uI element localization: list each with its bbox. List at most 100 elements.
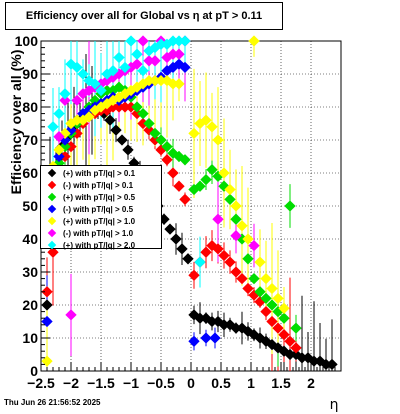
x-tick-label: 1 — [247, 375, 255, 391]
legend-item: (+) with pT/|q| > 2.0 — [41, 239, 161, 251]
data-point — [248, 272, 260, 285]
data-point — [272, 322, 284, 334]
data-point — [260, 272, 272, 285]
data-point — [131, 48, 143, 60]
data-point — [113, 51, 125, 64]
data-point — [167, 167, 179, 179]
data-point — [200, 332, 212, 344]
data-point — [284, 200, 296, 212]
legend-marker-icon — [41, 240, 63, 250]
data-point — [284, 348, 296, 361]
x-tick-label: −2 — [63, 375, 79, 391]
data-point — [161, 154, 173, 166]
data-point — [155, 134, 167, 146]
x-tick-label: −2.5 — [27, 375, 55, 391]
legend-item: (-) with pT/|q| > 0.1 — [41, 179, 161, 191]
data-point — [41, 286, 53, 298]
axis-layer: −2.5 −2 −1.5 −1 −0.5 0 0.5 1 1.5 2010203040506070… — [15, 33, 342, 391]
y-tick-label: 20 — [22, 297, 38, 313]
x-tick-label: −1.5 — [87, 375, 115, 391]
data-point — [224, 193, 236, 206]
x-tick-label: −0.5 — [147, 375, 175, 391]
x-tick-label: 2 — [307, 375, 315, 391]
legend-label: (+) with pT/|q| > 2.0 — [63, 240, 136, 250]
data-point — [188, 127, 200, 140]
data-point — [188, 335, 200, 347]
data-point — [179, 35, 191, 47]
timestamp: Thu Jun 26 21:56:52 2025 — [4, 398, 101, 407]
data-point — [272, 292, 284, 305]
data-point — [224, 183, 236, 196]
data-point — [209, 332, 221, 344]
x-axis-label: η — [330, 397, 339, 413]
legend-label: (-) with pT/|q| > 1.0 — [63, 228, 134, 238]
data-point — [53, 131, 65, 143]
y-axis-label: Efficiency over all (%) — [8, 50, 24, 195]
y-tick-label: 60 — [22, 165, 38, 181]
data-point — [161, 140, 173, 153]
data-point — [47, 121, 59, 133]
data-point — [230, 266, 242, 278]
data-point — [149, 134, 161, 146]
data-point — [296, 352, 308, 364]
data-point — [53, 107, 65, 120]
data-point — [155, 38, 167, 50]
data-point — [173, 48, 185, 60]
data-point — [164, 223, 176, 235]
data-point — [218, 319, 230, 331]
data-point — [200, 173, 212, 186]
data-point — [212, 134, 224, 146]
legend: (+) with pT/|q| > 0.1 (-) with pT/|q| > 0… — [40, 165, 162, 251]
data-point — [176, 243, 188, 255]
data-point — [182, 253, 194, 265]
x-tick-label: −1 — [123, 375, 139, 391]
data-point — [149, 127, 161, 140]
data-point — [260, 292, 272, 305]
data-point — [248, 35, 260, 47]
data-point — [173, 180, 185, 192]
data-point — [266, 299, 278, 311]
data-point — [194, 180, 206, 192]
legend-label: (+) with pT/|q| > 1.0 — [63, 216, 136, 226]
data-point — [206, 164, 218, 176]
data-point — [149, 55, 161, 67]
data-point — [242, 253, 254, 265]
data-point — [230, 230, 242, 242]
data-point — [266, 282, 278, 295]
chart-title: Efficiency over all for Global vs η at p… — [5, 2, 283, 30]
data-point — [278, 302, 290, 314]
data-point — [206, 315, 218, 328]
data-point — [170, 233, 182, 245]
data-point — [236, 220, 248, 232]
legend-marker-icon — [41, 228, 63, 238]
data-point — [230, 322, 242, 334]
y-tick-label: 100 — [15, 33, 39, 49]
data-point — [224, 256, 236, 268]
legend-marker-icon — [41, 168, 63, 178]
data-point — [248, 239, 260, 252]
data-point — [278, 312, 290, 324]
data-point — [230, 200, 242, 212]
data-point — [284, 335, 296, 347]
data-point — [179, 154, 191, 166]
data-point — [179, 193, 191, 206]
y-tick-label: 50 — [22, 198, 38, 214]
data-point — [173, 35, 185, 47]
data-point — [236, 272, 248, 285]
data-point — [218, 249, 230, 262]
data-point — [125, 35, 137, 47]
data-point — [230, 213, 242, 225]
data-point — [47, 246, 59, 258]
legend-marker-icon — [41, 180, 63, 190]
legend-label: (-) with pT/|q| > 0.1 — [63, 180, 134, 190]
y-tick-label: 10 — [22, 330, 38, 346]
data-point — [260, 305, 272, 318]
legend-marker-icon — [41, 204, 63, 214]
data-point — [143, 55, 155, 67]
legend-label: (+) with pT/|q| > 0.1 — [63, 168, 136, 178]
legend-item: (+) with pT/|q| > 0.1 — [41, 167, 161, 179]
data-point — [290, 342, 302, 354]
data-point — [278, 329, 290, 341]
data-point — [167, 35, 179, 47]
